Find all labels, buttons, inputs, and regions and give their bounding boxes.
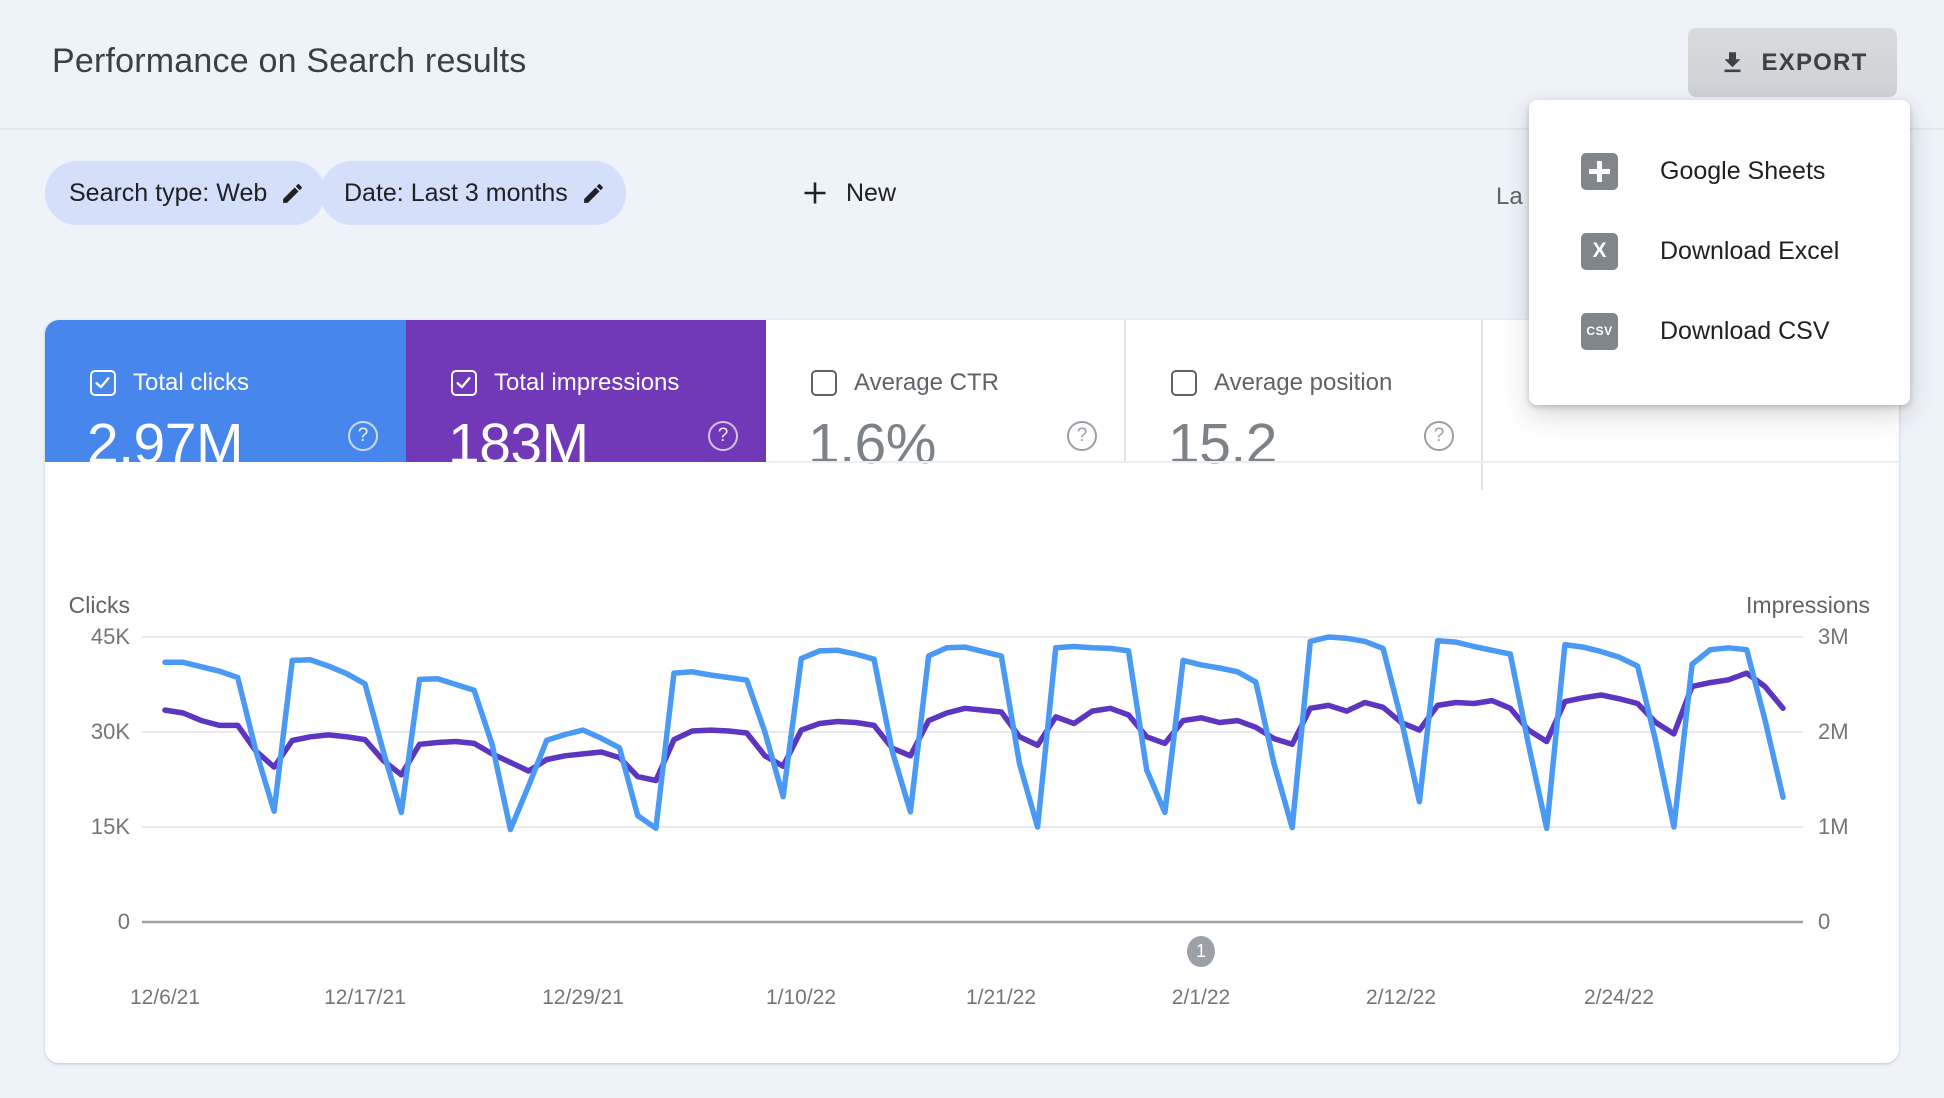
right-axis-title: Impressions: [1746, 592, 1870, 618]
help-icon[interactable]: [348, 421, 378, 451]
export-menu-item-label: Download CSV: [1660, 316, 1830, 345]
y-axis-tick: 0: [117, 909, 130, 934]
help-icon[interactable]: [708, 421, 738, 451]
y-axis-tick: 3M: [1818, 624, 1849, 649]
checkbox-empty-icon[interactable]: [1171, 370, 1197, 396]
card-row-divider: [766, 461, 1899, 463]
export-menu-item-google-sheets[interactable]: Google Sheets: [1529, 131, 1910, 211]
x-axis-label: 1/10/22: [765, 986, 837, 1009]
y-axis-tick: 45K: [90, 624, 130, 649]
csv-icon: [1581, 312, 1618, 350]
y-axis-tick: 0: [1818, 909, 1831, 934]
metric-card-value: 2.97M: [87, 412, 243, 476]
last-updated-text-partial: La: [1496, 183, 1523, 210]
export-menu-item-label: Google Sheets: [1660, 156, 1826, 185]
x-axis-label: 12/17/21: [324, 986, 406, 1009]
header-divider: [0, 128, 1944, 130]
pencil-icon[interactable]: [581, 181, 606, 206]
download-icon: [1718, 48, 1747, 77]
export-menu-item-download-excel[interactable]: Download Excel: [1529, 211, 1910, 291]
export-menu-item-download-csv[interactable]: Download CSV: [1529, 291, 1910, 371]
y-axis-tick: 2M: [1818, 719, 1849, 744]
x-axis-label: 12/29/21: [542, 986, 624, 1009]
metric-card-value: 1.6%: [808, 412, 936, 476]
metric-card-total-impressions[interactable]: Total impressions 183M: [406, 320, 766, 474]
y-axis-tick: 30K: [90, 719, 130, 744]
metric-card-label: Average CTR: [854, 369, 999, 396]
metric-card-value: 15.2: [1168, 412, 1277, 476]
filter-chip-date[interactable]: Date: Last 3 months: [320, 161, 626, 225]
help-icon[interactable]: [1424, 421, 1454, 451]
x-axis-label: 1/21/22: [965, 986, 1037, 1009]
new-filter-button[interactable]: New: [788, 161, 908, 225]
pencil-icon[interactable]: [280, 181, 305, 206]
help-icon[interactable]: [1067, 421, 1097, 451]
new-filter-button-label: New: [846, 178, 897, 207]
filter-chip-search-type[interactable]: Search type: Web: [45, 161, 326, 225]
x-axis-label: 2/24/22: [1583, 986, 1655, 1009]
metric-card-label: Average position: [1214, 369, 1393, 396]
checkbox-checked-icon[interactable]: [451, 370, 477, 396]
metric-card-value: 183M: [448, 412, 589, 476]
excel-icon: [1581, 232, 1618, 270]
y-axis-tick: 1M: [1818, 814, 1849, 839]
y-axis-tick: 15K: [90, 814, 130, 839]
card-divider: [1481, 320, 1483, 490]
metric-card-label: Total impressions: [494, 369, 680, 396]
plus-icon: [800, 178, 830, 208]
page-title: Performance on Search results: [52, 42, 527, 80]
google-sheets-icon: [1581, 152, 1618, 190]
metric-card-average-ctr[interactable]: Average CTR 1.6%: [766, 320, 1125, 474]
export-menu: Google Sheets Download Excel Download CS…: [1529, 100, 1910, 405]
checkbox-checked-icon[interactable]: [90, 370, 116, 396]
x-axis-label: 12/6/21: [129, 986, 201, 1009]
export-menu-item-label: Download Excel: [1660, 236, 1840, 265]
filter-chip-search-type-label: Search type: Web: [69, 178, 268, 207]
card-divider: [1124, 320, 1126, 462]
left-axis-title: Clicks: [68, 592, 130, 618]
x-axis-label: 2/1/22: [1171, 986, 1231, 1009]
metric-card-label: Total clicks: [133, 369, 250, 396]
filter-chip-date-label: Date: Last 3 months: [344, 178, 568, 207]
export-button[interactable]: EXPORT: [1688, 28, 1897, 97]
chart-annotation-marker[interactable]: 1: [1187, 936, 1215, 967]
x-axis-label: 2/12/22: [1365, 986, 1437, 1009]
metric-card-total-clicks[interactable]: Total clicks 2.97M: [45, 320, 406, 474]
export-button-label: EXPORT: [1761, 48, 1868, 76]
metric-card-average-position[interactable]: Average position 15.2: [1126, 320, 1482, 474]
checkbox-empty-icon[interactable]: [811, 370, 837, 396]
